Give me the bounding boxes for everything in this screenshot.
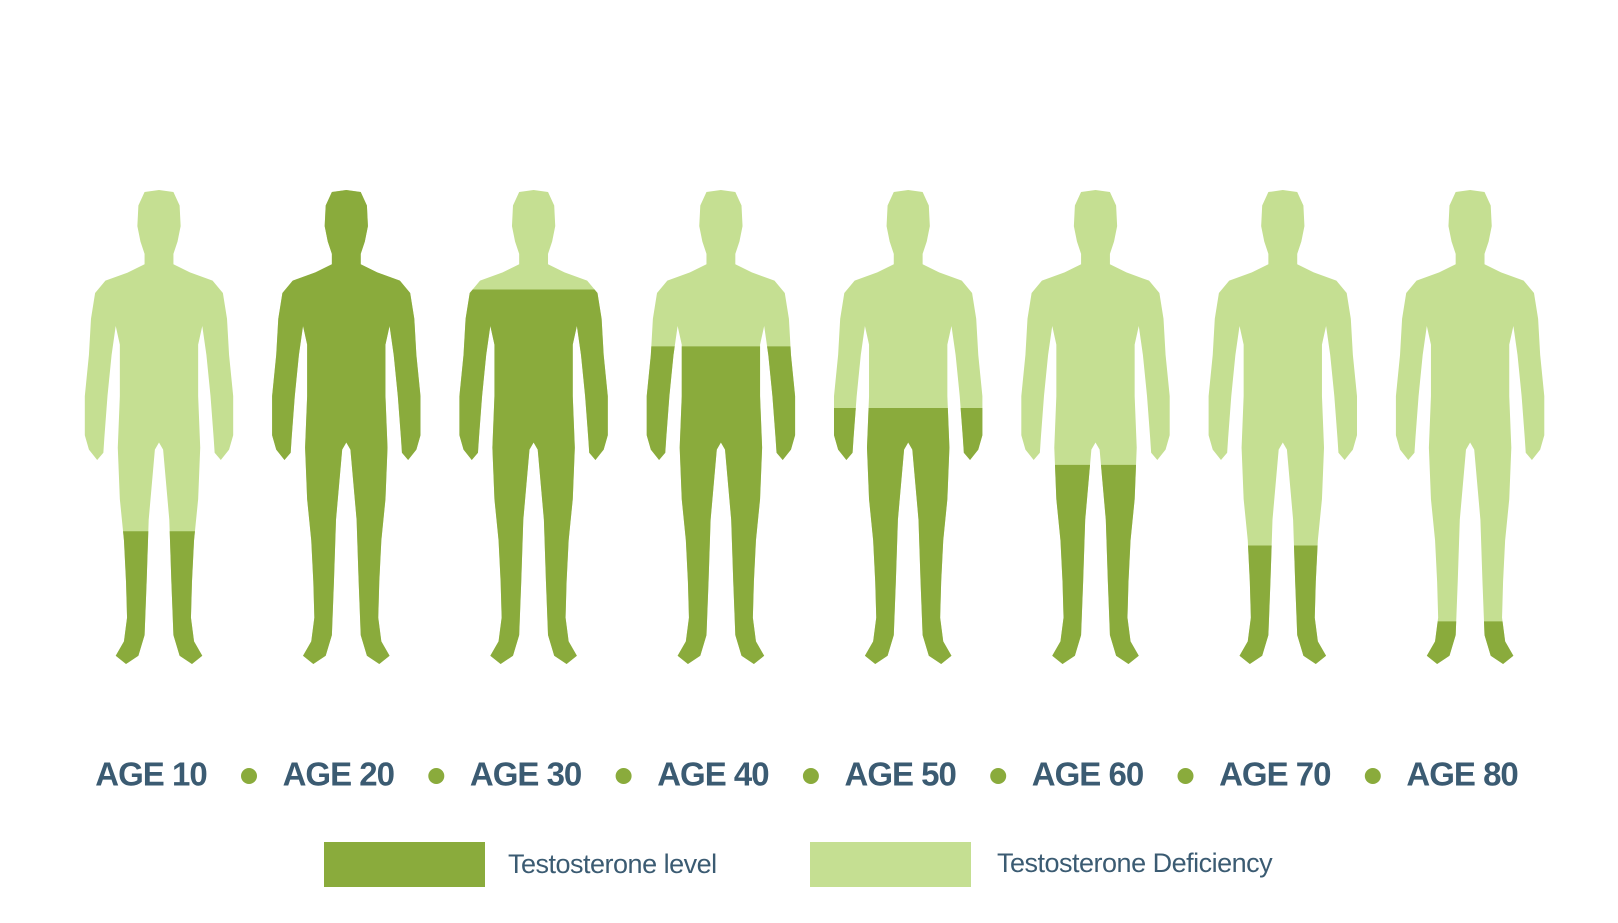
separator-dot	[615, 768, 632, 784]
separator-dot	[241, 768, 257, 784]
deficiency-silhouette	[1395, 190, 1545, 664]
separator-dot	[1177, 768, 1194, 784]
separator-dot	[428, 768, 445, 784]
age-label: AGE 30	[470, 756, 581, 793]
figure	[272, 190, 421, 664]
figure	[646, 190, 796, 664]
separator-dot	[990, 768, 1007, 784]
legend-swatch	[810, 842, 971, 887]
age-label: AGE 60	[1032, 756, 1143, 793]
deficiency-silhouette	[84, 190, 234, 664]
figure	[459, 190, 608, 664]
legend-label: Testosterone Deficiency	[997, 848, 1273, 878]
legend-label: Testosterone level	[508, 849, 717, 879]
figure	[834, 190, 983, 664]
level-fill	[272, 190, 421, 664]
figure	[1395, 190, 1545, 664]
figure	[84, 190, 234, 664]
figure	[1021, 190, 1170, 664]
age-label: AGE 40	[657, 756, 768, 793]
age-label: AGE 50	[845, 756, 956, 793]
age-label: AGE 20	[283, 756, 394, 793]
legend-swatch	[324, 842, 485, 887]
age-label: AGE 70	[1219, 756, 1330, 793]
deficiency-silhouette	[1021, 190, 1170, 664]
separator-dot	[802, 768, 819, 784]
separator-dot	[1364, 768, 1381, 784]
age-label: AGE 80	[1406, 756, 1517, 793]
deficiency-silhouette	[1208, 190, 1357, 664]
age-label: AGE 10	[95, 756, 206, 793]
figure	[1208, 190, 1357, 664]
